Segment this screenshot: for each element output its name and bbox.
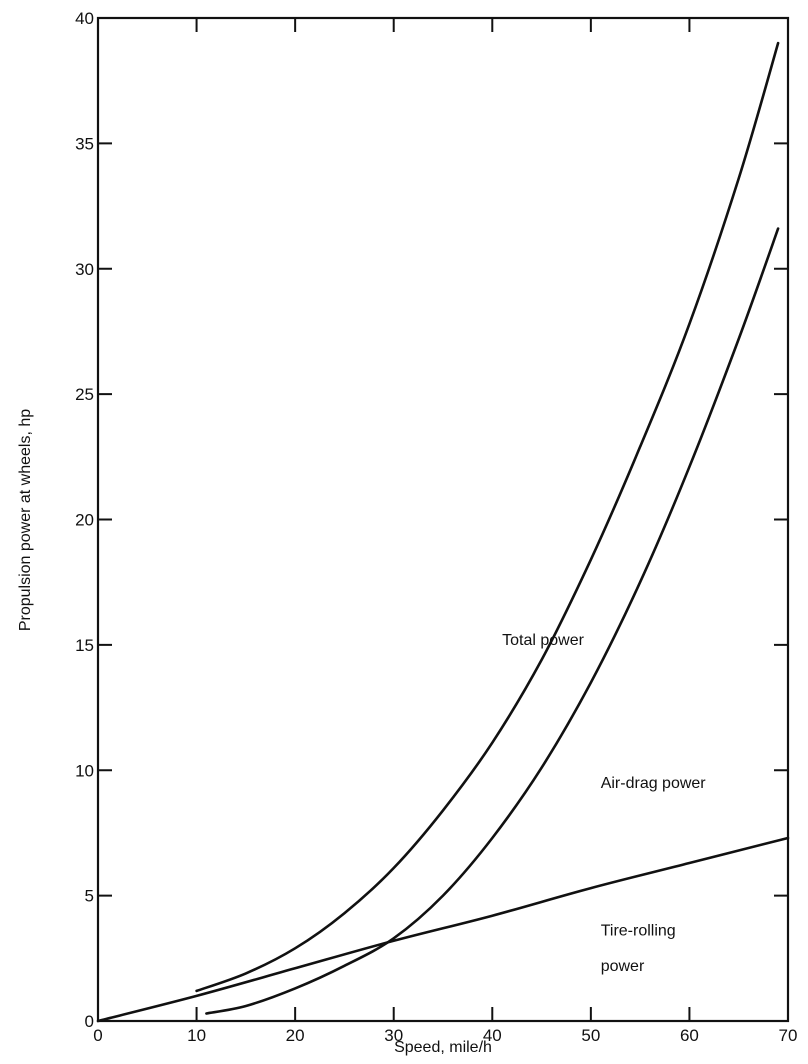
x-tick-label: 30 xyxy=(384,1026,403,1045)
annotation-tire: Tire-rolling xyxy=(601,923,676,940)
curve-annotations: Total power Air-drag power Tire-rolling pow… xyxy=(502,632,706,975)
annotation-air: Air-drag power xyxy=(601,775,707,792)
x-tick-label: 0 xyxy=(93,1026,102,1045)
y-tick-label: 10 xyxy=(75,761,94,780)
curve-air xyxy=(205,227,780,1015)
y-tick-label: 15 xyxy=(75,636,94,655)
y-tick-label: 5 xyxy=(85,887,94,906)
tick-labels: 0 10 20 30 40 50 60 70 0 5 10 15 20 25 30 35 40 xyxy=(75,9,797,1045)
x-tick-label: 60 xyxy=(680,1026,699,1045)
annotation-tire2: power xyxy=(601,958,645,975)
x-tick-label: 10 xyxy=(187,1026,206,1045)
x-tick-label: 70 xyxy=(779,1026,798,1045)
curve-total xyxy=(195,41,780,993)
curves xyxy=(96,41,790,1023)
curve-tire xyxy=(96,836,790,1023)
ticks xyxy=(97,17,789,1022)
x-axis-label: Speed, mile/h xyxy=(394,1039,492,1056)
x-tick-label: 50 xyxy=(581,1026,600,1045)
plot-frame xyxy=(96,16,790,1023)
y-tick-label: 25 xyxy=(75,385,94,404)
y-tick-label: 20 xyxy=(75,511,94,530)
y-tick-label: 0 xyxy=(85,1012,94,1031)
x-tick-label: 40 xyxy=(483,1026,502,1045)
y-tick-label: 40 xyxy=(75,9,94,28)
annotation-total: Total power xyxy=(502,632,584,649)
x-tick-label: 20 xyxy=(286,1026,305,1045)
y-tick-label: 30 xyxy=(75,260,94,279)
y-axis-label: Propulsion power at wheels, hp xyxy=(17,409,34,631)
y-tick-label: 35 xyxy=(75,134,94,153)
